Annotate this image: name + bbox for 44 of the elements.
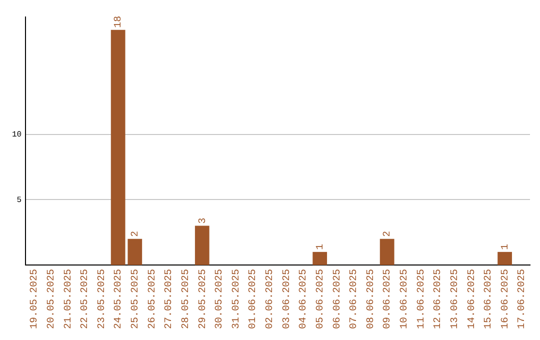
x-tick-label: 31.05.2025 bbox=[231, 268, 242, 330]
bar bbox=[128, 238, 142, 265]
x-tick-label: 06.06.2025 bbox=[332, 268, 344, 330]
x-tick-label: 07.06.2025 bbox=[349, 268, 360, 330]
y-tick-label: 10 bbox=[12, 130, 22, 140]
x-tick-label: 04.06.2025 bbox=[298, 268, 310, 330]
x-tick-label: 27.05.2025 bbox=[164, 268, 176, 330]
x-tick-label: 17.06.2025 bbox=[517, 268, 528, 330]
data-label: 2 bbox=[130, 230, 142, 237]
x-tick-label: 24.05.2025 bbox=[114, 268, 125, 330]
bar bbox=[194, 226, 210, 265]
x-tick-label: 22.05.2025 bbox=[80, 268, 92, 330]
x-tick-label: 29.05.2025 bbox=[198, 268, 209, 330]
x-tick-label: 26.05.2025 bbox=[147, 268, 158, 330]
data-label: 3 bbox=[198, 218, 209, 224]
x-tick-label: 20.05.2025 bbox=[46, 268, 58, 330]
x-tick-label: 21.05.2025 bbox=[63, 268, 74, 330]
x-tick-label: 30.05.2025 bbox=[214, 268, 226, 330]
x-tick-label: 02.06.2025 bbox=[265, 268, 276, 330]
x-tick-label: 11.06.2025 bbox=[416, 268, 428, 330]
x-tick-label: 10.06.2025 bbox=[400, 268, 411, 330]
data-label: 1 bbox=[500, 244, 512, 250]
bar bbox=[110, 30, 126, 265]
x-tick-label: 03.06.2025 bbox=[282, 268, 293, 330]
x-tick-label: 15.06.2025 bbox=[484, 268, 495, 330]
x-tick-label: 08.06.2025 bbox=[366, 268, 377, 330]
x-tick-label: 28.05.2025 bbox=[180, 268, 192, 330]
x-tick-label: 25.05.2025 bbox=[130, 268, 142, 330]
data-label: 1 bbox=[315, 244, 326, 250]
data-label: 2 bbox=[382, 230, 394, 237]
x-tick-label: 16.06.2025 bbox=[500, 268, 512, 330]
x-tick-label: 13.06.2025 bbox=[450, 268, 461, 330]
x-tick-label: 05.06.2025 bbox=[315, 268, 326, 330]
x-tick-label: 01.06.2025 bbox=[248, 268, 260, 330]
data-label: 18 bbox=[114, 16, 125, 28]
x-tick-label: 19.05.2025 bbox=[30, 268, 41, 330]
x-tick-label: 09.06.2025 bbox=[382, 268, 394, 330]
y-tick-label: 5 bbox=[16, 196, 22, 205]
x-tick-label: 14.06.2025 bbox=[466, 268, 478, 330]
bar bbox=[498, 252, 512, 265]
bar bbox=[312, 252, 328, 265]
bar bbox=[380, 238, 394, 265]
x-tick-label: 12.06.2025 bbox=[433, 268, 444, 330]
x-tick-label: 23.05.2025 bbox=[96, 268, 108, 330]
